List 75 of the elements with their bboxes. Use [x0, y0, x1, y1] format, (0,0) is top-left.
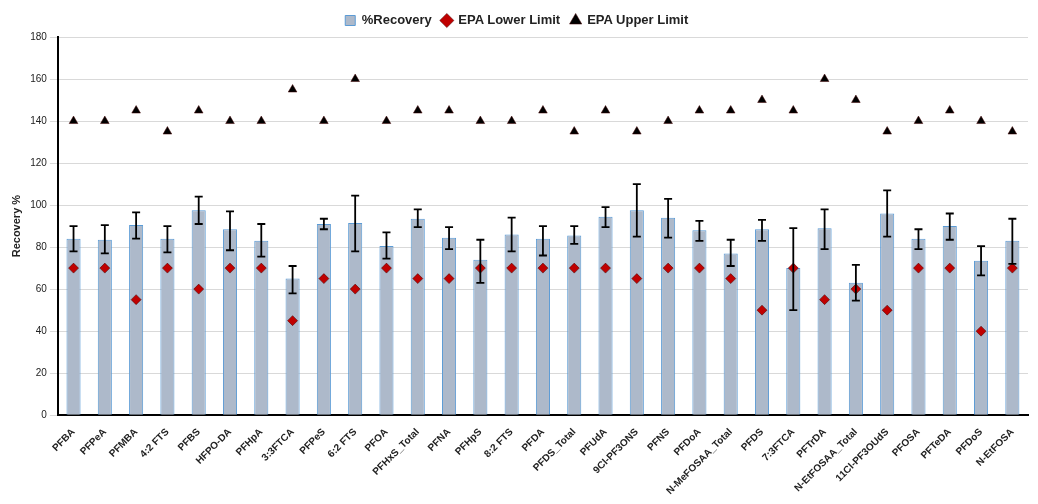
point — [475, 115, 485, 124]
point — [881, 304, 893, 316]
point — [131, 105, 141, 114]
point — [162, 262, 173, 274]
point — [694, 262, 705, 274]
point — [569, 126, 579, 135]
point — [99, 262, 111, 274]
point — [68, 262, 79, 274]
point — [318, 273, 330, 284]
point — [224, 262, 236, 274]
y-tick-label: 160 — [30, 72, 48, 84]
point — [287, 315, 298, 326]
point — [413, 105, 423, 114]
x-tick-label: 8:2 FTS — [481, 425, 516, 460]
legend-label: EPA Upper Limit — [587, 12, 689, 28]
point — [319, 115, 329, 124]
y-tick-label: 180 — [30, 30, 48, 42]
y-tick-label: 100 — [30, 198, 48, 210]
legend-label: EPA Lower Limit — [458, 12, 561, 28]
point — [194, 105, 204, 114]
y-tick-label: 60 — [35, 282, 48, 294]
point — [537, 262, 549, 274]
point — [100, 115, 110, 124]
point — [694, 105, 704, 114]
point — [288, 84, 298, 93]
point — [443, 273, 455, 284]
point — [193, 283, 204, 295]
point — [600, 105, 611, 114]
point — [851, 94, 861, 103]
point — [944, 262, 956, 274]
point — [725, 273, 736, 284]
y-tick-label: 80 — [35, 240, 48, 252]
point — [913, 115, 924, 124]
point — [819, 294, 830, 305]
point — [130, 294, 142, 305]
point — [820, 73, 830, 82]
point — [726, 105, 736, 114]
point — [225, 115, 235, 124]
point — [538, 105, 548, 114]
point — [506, 262, 517, 274]
y-tick-label: 40 — [35, 324, 48, 336]
y-tick-label: 120 — [30, 156, 48, 168]
y-axis-title: Recovery % — [9, 194, 22, 258]
legend-label: %Recovery — [361, 12, 433, 28]
point — [68, 115, 79, 124]
y-tick-label: 0 — [41, 408, 48, 420]
point — [381, 115, 392, 124]
x-tick-label: 4:2 FTS — [137, 425, 171, 460]
point — [662, 262, 674, 274]
point — [976, 115, 986, 124]
point — [975, 325, 987, 337]
point — [882, 126, 892, 135]
point — [256, 115, 266, 124]
point — [945, 105, 955, 114]
point — [757, 94, 767, 103]
point — [256, 262, 267, 274]
point — [632, 126, 642, 135]
point — [913, 262, 924, 274]
point — [1007, 126, 1017, 135]
y-tick-label: 20 — [35, 366, 48, 378]
point — [350, 73, 360, 82]
point — [663, 115, 673, 124]
point — [600, 262, 611, 274]
point — [412, 273, 424, 284]
point — [444, 105, 454, 114]
point — [381, 262, 392, 274]
point — [788, 105, 798, 114]
point — [349, 283, 361, 295]
point — [631, 273, 643, 284]
point — [756, 304, 768, 316]
point — [507, 115, 517, 124]
x-tick-label: 6:2 FTS — [325, 425, 359, 460]
y-tick-label: 140 — [30, 114, 48, 126]
point — [162, 126, 172, 135]
point — [568, 262, 580, 274]
